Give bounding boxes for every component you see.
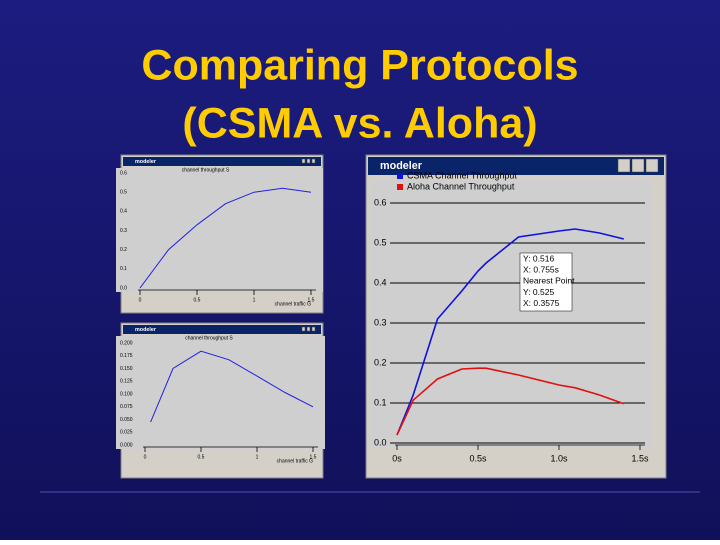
slide-title: (CSMA vs. Aloha) [182,99,537,147]
y-tick-label: 0.2 [120,247,127,253]
annotation-text: Y: 0.525 [523,287,554,297]
window-button[interactable] [301,326,306,332]
chart-title: channel throughput S [185,335,233,341]
title-bar [368,157,664,175]
y-tick-label: 0.6 [120,170,127,176]
series-line [396,367,625,436]
x-tick-label: 1.0s [550,453,568,463]
legend-label: CSMA Channel Throughput [407,170,517,180]
y-tick-label: 0.4 [120,209,127,215]
x-tick-label: 0 [139,297,142,303]
x-tick-label: 0.5s [469,453,487,463]
y-tick-label: 0.3 [374,317,387,327]
series-line [150,350,314,423]
window-title: modeler [380,160,423,172]
x-tick-label: 0 [144,454,147,460]
y-tick-label: 0.025 [120,430,133,436]
chart-title: channel throughput S [182,167,230,173]
annotation-text: X: 0.3575 [523,298,560,308]
y-tick-label: 0.075 [120,404,133,410]
window-button[interactable] [311,158,316,164]
series-line [139,187,312,289]
x-tick-label: 0.5 [194,297,201,303]
y-tick-label: 0.0 [374,437,387,447]
annotation-text: Nearest Point [523,276,575,286]
y-tick-label: 0.050 [120,417,133,423]
window-title: modeler [135,159,157,165]
slide-title: Comparing Protocols [141,41,578,89]
window-button[interactable] [311,326,316,332]
y-tick-label: 0.125 [120,379,133,385]
y-tick-label: 0.5 [120,189,127,195]
y-tick-label: 0.000 [120,442,133,448]
y-tick-label: 0.200 [120,340,133,346]
plot-area [370,180,652,447]
x-axis-label: channel traffic G [275,301,311,307]
x-tick-label: 1 [256,454,259,460]
x-axis-label: channel traffic G [277,458,313,464]
annotation-box [519,252,573,312]
title-bar [123,325,321,334]
y-tick-label: 0.2 [374,357,387,367]
x-tick-label: 1 [253,297,256,303]
legend-label: Aloha Channel Throughput [407,181,515,191]
title-bar [123,157,321,166]
x-tick-label: 1.5s [631,453,649,463]
annotation-text: Y: 0.516 [523,253,554,263]
y-tick-label: 0.3 [120,228,127,234]
legend-swatch [397,173,403,179]
window-button[interactable] [645,158,659,173]
y-tick-label: 0.6 [374,197,387,207]
y-tick-label: 0.150 [120,366,133,372]
plot-area [116,336,325,449]
y-tick-label: 0.4 [374,277,387,287]
y-tick-label: 0.5 [374,237,387,247]
y-tick-label: 0.1 [120,266,127,272]
y-tick-label: 0.1 [374,397,387,407]
window-button[interactable] [306,158,311,164]
window-button[interactable] [301,158,306,164]
legend-swatch [397,184,403,190]
annotation-text: X: 0.755s [523,264,559,274]
x-tick-label: 1.5 [310,454,317,460]
x-tick-label: 1.5 [308,297,315,303]
x-tick-label: 0s [392,453,402,463]
plot-area [116,168,323,292]
window-title: modeler [135,327,157,333]
y-tick-label: 0.175 [120,353,133,359]
series-line [396,228,624,436]
window-button[interactable] [631,158,645,173]
x-tick-label: 0.5 [198,454,205,460]
y-tick-label: 0.0 [120,285,127,291]
window-button[interactable] [617,158,631,173]
window-button[interactable] [306,326,311,332]
y-tick-label: 0.100 [120,391,133,397]
